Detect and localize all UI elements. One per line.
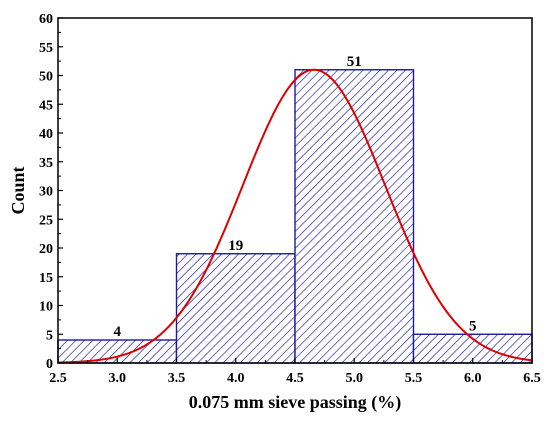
x-tick-label: 3.5: [168, 371, 186, 386]
bar-value-labels: 4 19 51 5: [114, 54, 477, 340]
x-tick-label: 2.5: [49, 371, 67, 386]
histogram-bar: [175, 253, 296, 364]
x-tick-label: 6.0: [464, 371, 482, 386]
bar-value-label: 5: [469, 318, 477, 334]
histogram-bar-fill: [294, 69, 415, 364]
y-tick-label: 50: [39, 70, 53, 85]
bar-value-label: 4: [114, 324, 122, 340]
x-tick-label: 4.0: [227, 371, 245, 386]
x-axis-title: 0.075 mm sieve passing (%): [189, 392, 402, 413]
y-tick-label: 5: [46, 328, 53, 343]
x-axis-ticks: 2.5 3.0 3.5 4.0 4.5 5.0 5.5 6.0 6.5: [49, 358, 541, 386]
histogram-bar: [294, 69, 415, 364]
x-tick-label: 3.0: [109, 371, 127, 386]
y-tick-label: 15: [39, 271, 53, 286]
y-tick-label: 10: [39, 300, 53, 315]
y-tick-label: 40: [39, 127, 53, 142]
x-tick-label: 5.0: [346, 371, 364, 386]
normal-fit-curve-layer: [58, 68, 532, 363]
histogram-bar-fill: [175, 253, 296, 364]
x-tick-label: 4.5: [286, 371, 304, 386]
normal-fit-curve: [58, 68, 532, 363]
y-tick-label: 25: [39, 213, 53, 228]
x-tick-label: 5.5: [405, 371, 423, 386]
y-axis-title: Count: [8, 166, 28, 214]
y-tick-label: 60: [39, 12, 53, 27]
bar-value-label: 51: [347, 54, 362, 70]
y-tick-label: 0: [46, 357, 53, 372]
y-tick-label: 55: [39, 41, 53, 56]
y-axis-ticks: 0 5 10 15 20 25 30 35 40 45 50 55 60: [39, 12, 63, 372]
y-tick-label: 45: [39, 98, 53, 113]
x-tick-label: 6.5: [523, 371, 541, 386]
y-tick-label: 35: [39, 156, 53, 171]
bar-value-label: 19: [228, 238, 243, 254]
y-tick-label: 30: [39, 185, 53, 200]
histogram-bars: [57, 69, 533, 364]
y-tick-label: 20: [39, 242, 53, 257]
